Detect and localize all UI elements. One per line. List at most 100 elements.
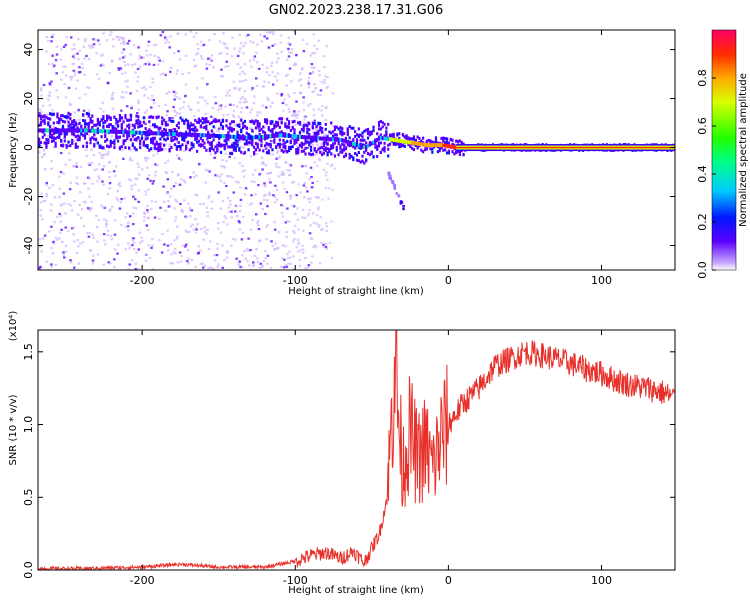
spectrogram-band-cell: [201, 143, 204, 147]
spectrogram-band-cell: [229, 151, 232, 155]
spectrogram-noise-cell: [151, 81, 155, 84]
spectrogram-noise-cell: [265, 37, 269, 40]
spectrogram-band-cell: [379, 133, 382, 137]
spectrogram-band-cell: [223, 143, 226, 147]
spectrogram-band-cell: [230, 152, 234, 156]
spectrogram-band-cell: [69, 123, 72, 127]
spectrogram-band-cell: [139, 124, 142, 128]
spectrogram-band-cell: [185, 144, 188, 148]
spectrogram-noise-cell: [193, 65, 197, 68]
spectrogram-band-cell: [205, 120, 208, 124]
spectrogram-carrier-cell: [93, 128, 96, 133]
spectrogram-band-cell: [251, 140, 254, 144]
spectrogram-band-cell: [102, 115, 105, 119]
spectrogram-band-cell: [264, 144, 267, 148]
spectrogram-noise-cell: [174, 198, 177, 201]
spectrogram-noise-cell: [252, 41, 255, 44]
spectrogram-noise-cell: [43, 168, 47, 171]
spectrogram-noise-cell: [198, 163, 201, 166]
spectrogram-band-cell: [291, 145, 294, 149]
spectrogram-noise-cell: [71, 55, 75, 58]
spectrogram-band-cell: [83, 125, 87, 129]
spectrogram-noise-cell: [316, 93, 320, 96]
spectrogram-noise-cell: [62, 45, 66, 48]
spectrogram-noise-cell: [156, 56, 160, 59]
spectrogram-band-cell: [320, 146, 324, 150]
spectrogram-noise-cell: [97, 219, 101, 222]
spectrogram-noise-cell: [43, 153, 46, 156]
spectrogram-carrier-cell: [118, 129, 122, 134]
spectrogram-noise-cell: [147, 40, 151, 43]
spectrogram-tail-cell: [402, 204, 405, 208]
spectrogram-noise-cell: [239, 117, 243, 120]
spectrogram-band-cell: [416, 135, 419, 139]
spectrogram-noise-cell: [110, 30, 113, 34]
spectrogram-noise-cell: [307, 104, 310, 107]
spectrogram-band-cell: [438, 146, 441, 150]
spectrogram-noise-cell: [54, 236, 58, 239]
spectrogram-band-cell: [212, 125, 215, 129]
spectrogram-band-cell: [230, 120, 234, 124]
spectrogram-band-cell: [168, 129, 171, 133]
spectrogram-noise-cell: [300, 67, 304, 70]
spectrogram-noise-cell: [317, 206, 320, 209]
spectrogram-carrier-cell: [383, 136, 386, 141]
spectrogram-band-cell: [159, 145, 162, 149]
spectrogram-carrier-cell: [162, 131, 166, 136]
spectrogram-band-cell: [100, 146, 103, 150]
spectrogram-noise-cell: [280, 50, 284, 53]
spectrogram-noise-cell: [225, 256, 229, 259]
spectrogram-noise-cell: [254, 77, 258, 80]
spectrogram-band-cell: [129, 138, 133, 142]
spectrogram-band-cell: [39, 114, 43, 118]
spectrogram-noise-cell: [181, 210, 184, 214]
spectrogram-noise-cell: [265, 225, 268, 228]
spectrogram-y-tick-label: 40: [22, 43, 35, 57]
spectrogram-noise-cell: [226, 223, 229, 226]
spectrogram-noise-cell: [287, 36, 291, 39]
spectrogram-band-cell: [313, 148, 316, 152]
spectrogram-band-cell: [251, 119, 254, 123]
spectrogram-noise-cell: [129, 53, 132, 56]
spectrogram-band-cell: [185, 130, 188, 134]
spectrogram-noise-cell: [256, 43, 259, 46]
spectrogram-noise-cell: [331, 92, 335, 95]
spectrogram-carrier-cell: [434, 143, 438, 148]
spectrogram-noise-cell: [267, 99, 270, 102]
spectrogram-band-cell: [172, 119, 175, 123]
spectrogram-band-cell: [260, 143, 263, 147]
spectrogram-noise-cell: [307, 212, 311, 215]
spectrogram-band-cell: [309, 153, 313, 157]
spectrogram-band-cell: [207, 120, 210, 124]
spectrogram-noise-cell: [313, 154, 316, 157]
spectrogram-noise-cell: [274, 162, 278, 165]
spectrogram-band-cell: [135, 148, 138, 152]
spectrogram-noise-cell: [72, 233, 75, 236]
spectrogram-noise-cell: [112, 170, 116, 173]
spectrogram-band-cell: [409, 143, 412, 147]
spectrogram-band-cell: [247, 132, 250, 136]
spectrogram-tail-cell: [388, 176, 391, 180]
spectrogram-noise-cell: [149, 106, 153, 109]
spectrogram-noise-cell: [301, 216, 304, 219]
spectrogram-band-cell: [157, 145, 160, 149]
spectrogram-noise-cell: [264, 257, 267, 260]
spectrogram-noise-cell: [147, 44, 150, 47]
spectrogram-noise-cell: [245, 106, 249, 109]
spectrogram-carrier-cell: [315, 136, 318, 141]
spectrogram-band-cell: [407, 136, 410, 140]
spectrogram-band-cell: [67, 124, 70, 128]
spectrogram-carrier-cell: [440, 143, 443, 148]
spectrogram-noise-cell: [173, 247, 177, 251]
spectrogram-band-cell: [210, 140, 213, 144]
spectrogram-noise-cell: [163, 36, 167, 39]
spectrogram-noise-cell: [255, 152, 258, 155]
spectrogram-noise-cell: [304, 267, 307, 270]
spectrogram-noise-cell: [315, 153, 318, 156]
spectrogram-noise-cell: [73, 71, 77, 74]
spectrogram-band-cell: [47, 123, 50, 127]
spectrogram-noise-cell: [255, 84, 259, 87]
spectrogram-noise-cell: [69, 103, 72, 107]
spectrogram-noise-cell: [250, 65, 253, 68]
